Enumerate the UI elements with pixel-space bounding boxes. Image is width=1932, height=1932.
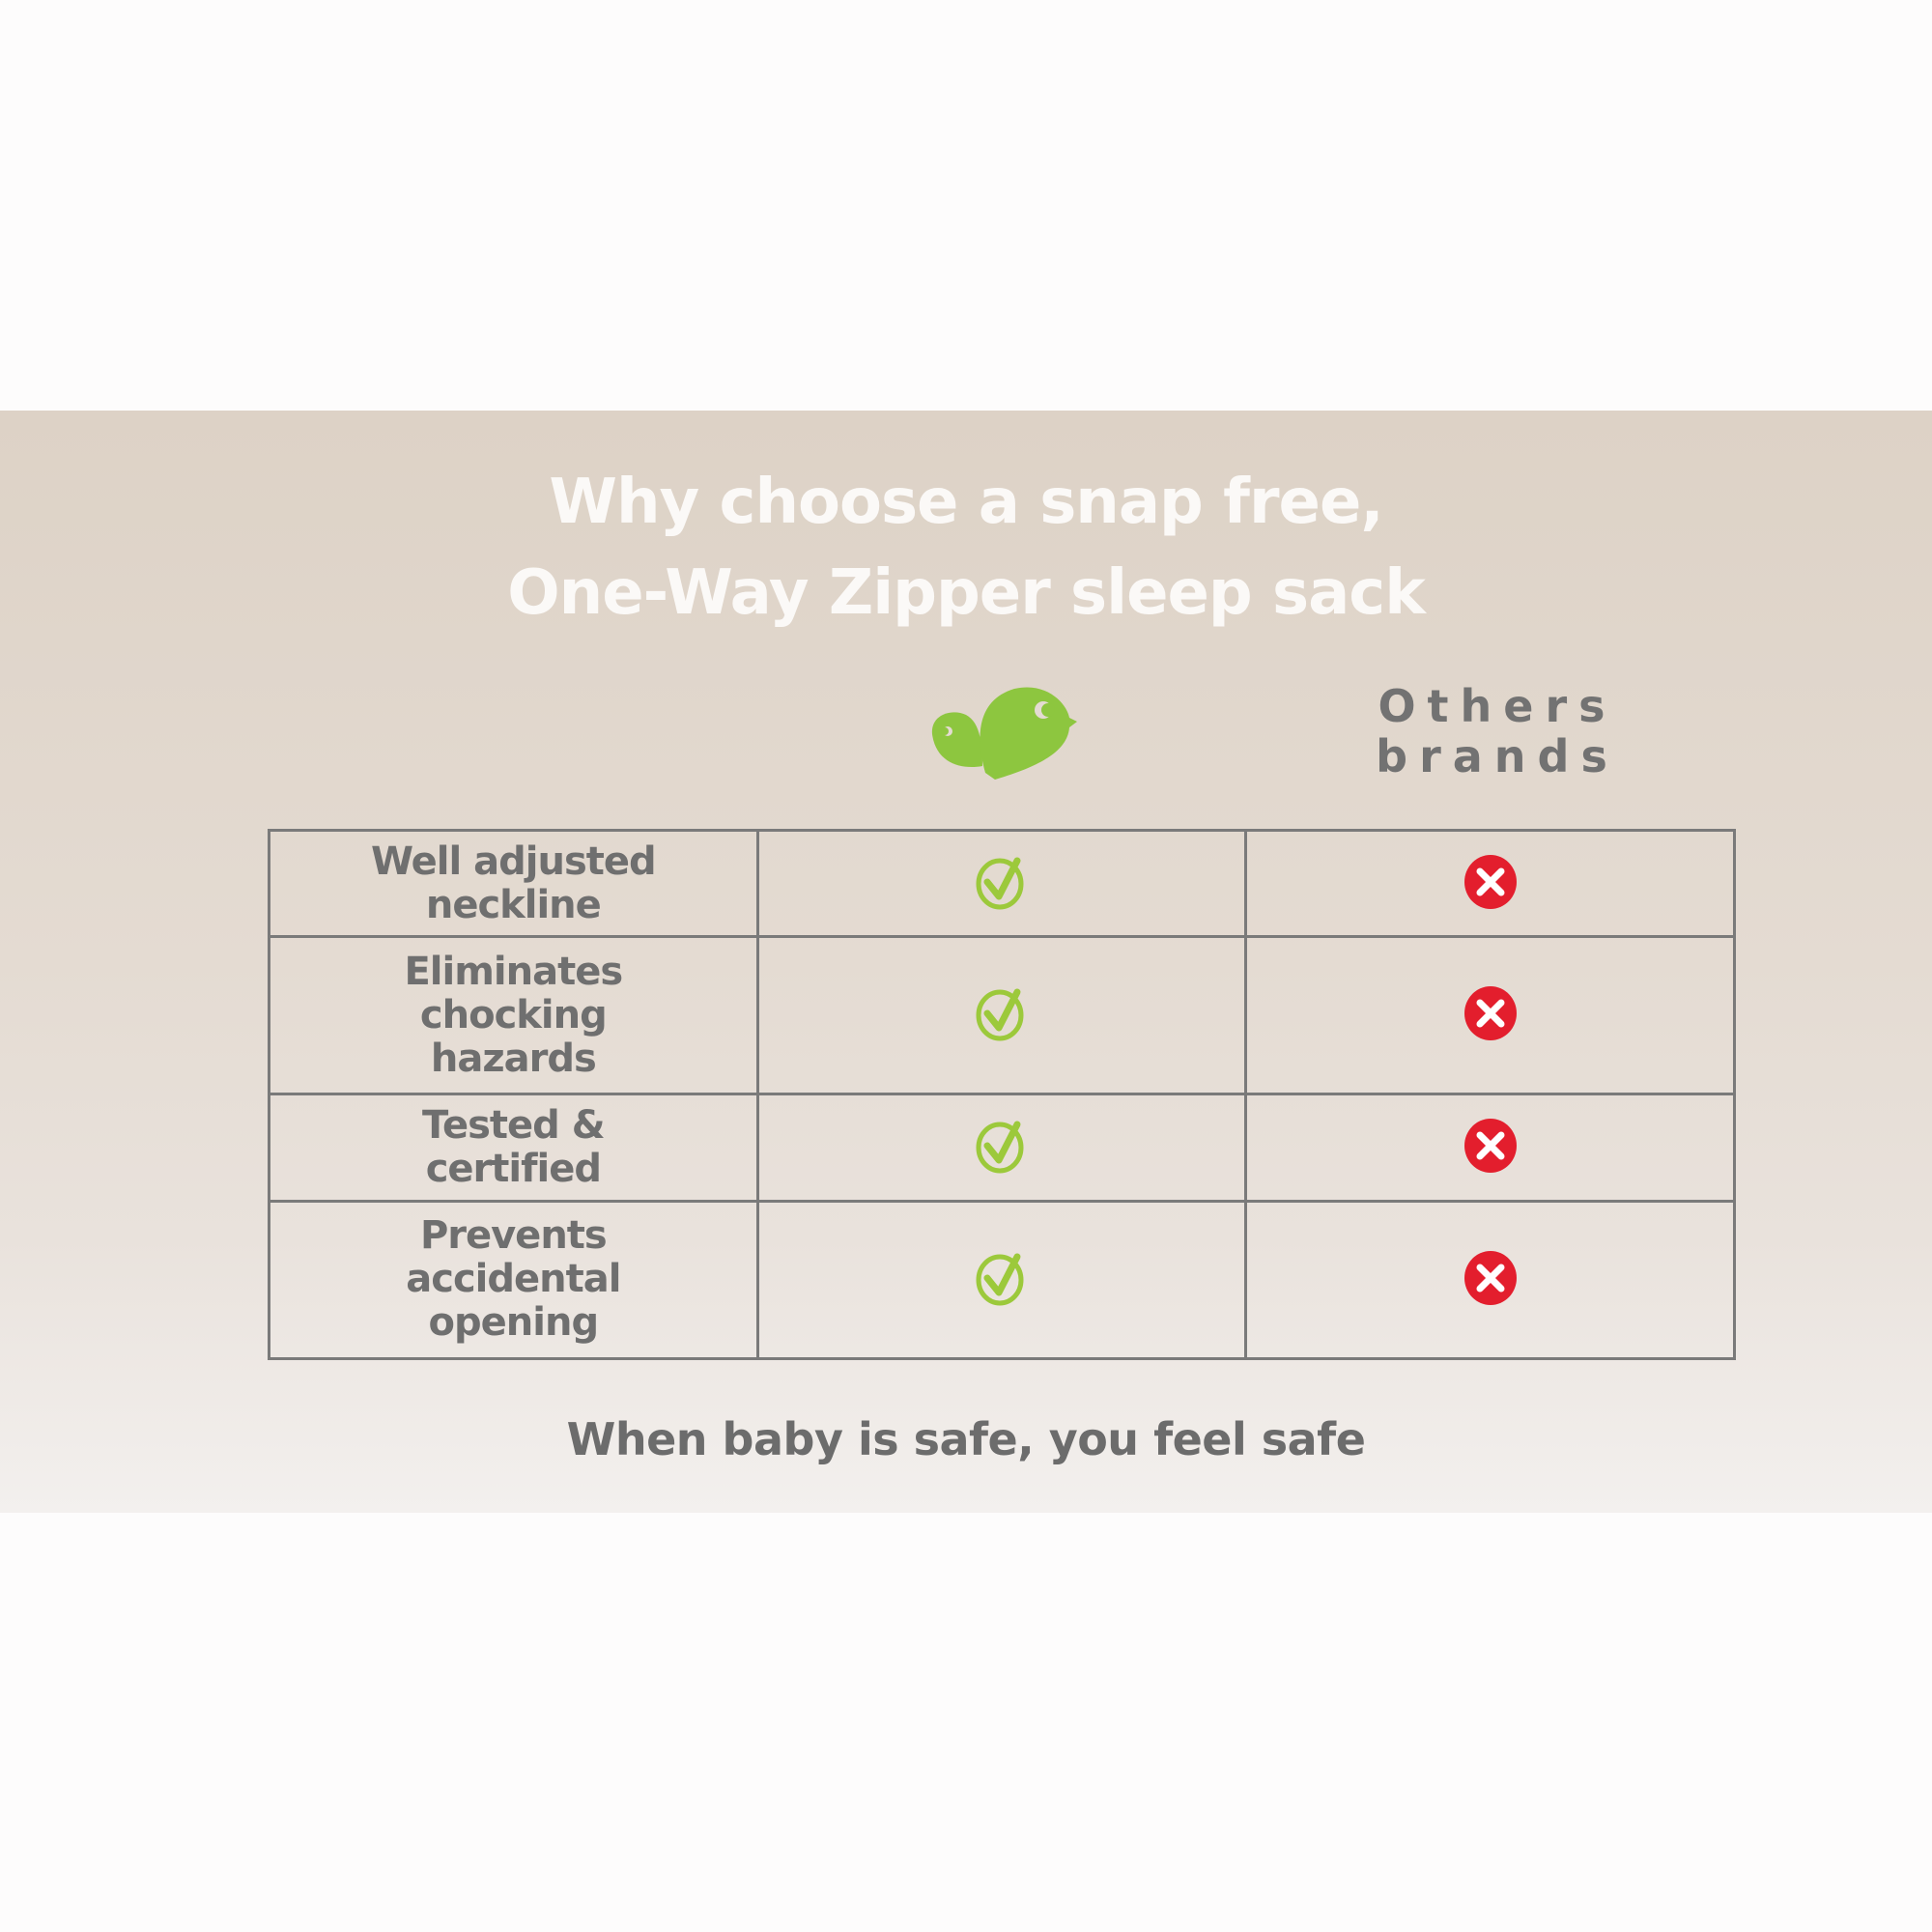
others-brands-header: Others brands bbox=[1372, 681, 1623, 781]
cross-icon bbox=[1462, 1250, 1520, 1311]
ours-cell bbox=[755, 1093, 1248, 1203]
feature-label: Well adjusted neckline bbox=[268, 828, 759, 939]
feature-label: Prevents accidental opening bbox=[268, 1199, 759, 1361]
check-icon bbox=[973, 857, 1031, 915]
cross-icon bbox=[1462, 986, 1520, 1046]
cross-icon bbox=[1462, 854, 1520, 915]
comparison-table: Well adjusted neckline Eliminates chocki… bbox=[268, 828, 1736, 1361]
check-icon bbox=[973, 1121, 1031, 1179]
check-icon bbox=[973, 988, 1031, 1046]
table-row: Well adjusted neckline bbox=[268, 828, 1736, 939]
table-row: Eliminates chocking hazards bbox=[268, 935, 1736, 1096]
feature-text: Eliminates chocking hazards bbox=[404, 949, 623, 1081]
feature-label: Eliminates chocking hazards bbox=[268, 935, 759, 1096]
brand-birds-logo bbox=[931, 687, 1077, 780]
comparison-banner: Why choose a snap free, One-Way Zipper s… bbox=[0, 411, 1932, 1513]
ours-cell bbox=[755, 935, 1248, 1096]
table-row: Tested & certified bbox=[268, 1093, 1736, 1203]
cross-icon bbox=[1462, 1119, 1520, 1179]
others-cell bbox=[1244, 828, 1736, 939]
feature-text: Tested & certified bbox=[422, 1103, 606, 1192]
ours-cell bbox=[755, 828, 1248, 939]
footer-tagline: When baby is safe, you feel safe bbox=[566, 1413, 1366, 1465]
others-cell bbox=[1244, 1199, 1736, 1361]
title-line-2: One-Way Zipper sleep sack bbox=[507, 557, 1426, 629]
feature-label: Tested & certified bbox=[268, 1093, 759, 1203]
others-line-1: Others bbox=[1378, 680, 1617, 732]
title-line-1: Why choose a snap free, bbox=[549, 467, 1383, 538]
feature-text: Prevents accidental opening bbox=[406, 1213, 621, 1346]
others-cell bbox=[1244, 1093, 1736, 1203]
ours-cell bbox=[755, 1199, 1248, 1361]
others-cell bbox=[1244, 935, 1736, 1096]
others-line-2: brands bbox=[1376, 730, 1619, 782]
table-row: Prevents accidental opening bbox=[268, 1199, 1736, 1361]
check-icon bbox=[973, 1253, 1031, 1311]
feature-text: Well adjusted neckline bbox=[370, 838, 657, 927]
